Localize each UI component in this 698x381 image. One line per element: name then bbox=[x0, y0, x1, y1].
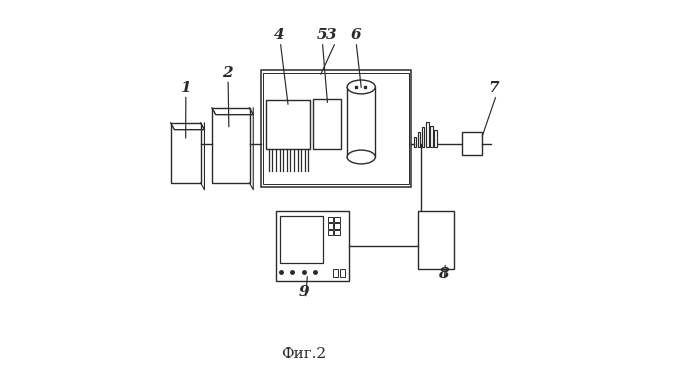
Text: Фиг.2: Фиг.2 bbox=[281, 347, 327, 361]
Bar bbox=[414, 137, 416, 147]
Bar bbox=[422, 126, 424, 147]
Bar bbox=[426, 122, 429, 147]
Bar bbox=[313, 99, 341, 149]
Bar bbox=[417, 132, 420, 147]
Ellipse shape bbox=[347, 150, 376, 164]
Bar bbox=[334, 230, 340, 235]
Text: 1: 1 bbox=[179, 81, 191, 95]
Bar bbox=[276, 211, 349, 281]
Bar bbox=[267, 100, 310, 149]
Text: 8: 8 bbox=[438, 267, 449, 281]
Bar bbox=[263, 73, 409, 184]
Bar bbox=[171, 123, 201, 183]
Bar bbox=[340, 269, 346, 277]
Bar bbox=[212, 108, 249, 183]
Bar bbox=[327, 223, 333, 229]
Text: 9: 9 bbox=[298, 285, 309, 299]
Text: 5: 5 bbox=[316, 28, 327, 42]
Bar bbox=[419, 211, 454, 269]
Bar bbox=[327, 217, 333, 223]
Bar bbox=[334, 217, 340, 223]
Bar bbox=[334, 223, 340, 229]
Bar bbox=[434, 130, 437, 147]
Bar bbox=[430, 126, 433, 147]
Bar bbox=[327, 230, 333, 235]
Text: 7: 7 bbox=[488, 81, 499, 95]
Text: 4: 4 bbox=[274, 28, 285, 42]
Text: 6: 6 bbox=[350, 28, 361, 42]
Ellipse shape bbox=[347, 80, 376, 94]
Bar bbox=[261, 70, 411, 187]
Text: 2: 2 bbox=[222, 66, 232, 80]
Bar bbox=[333, 269, 339, 277]
Bar bbox=[281, 216, 322, 263]
Bar bbox=[461, 132, 482, 155]
Text: 3: 3 bbox=[326, 28, 336, 42]
